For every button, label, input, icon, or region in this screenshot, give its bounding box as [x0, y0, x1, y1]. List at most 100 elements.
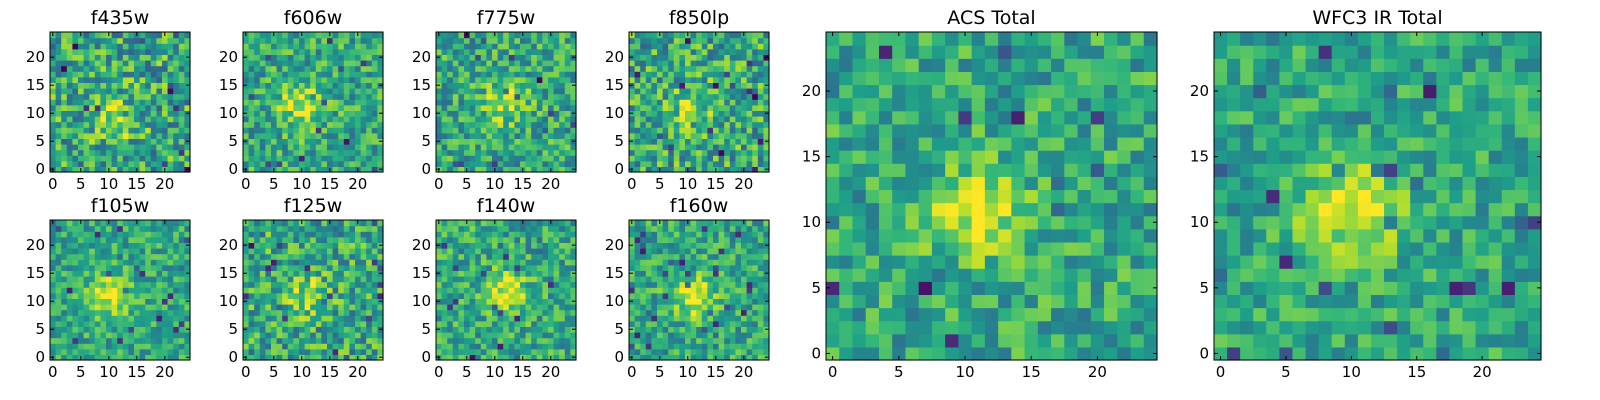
heatmap-cell — [248, 304, 255, 311]
heatmap-cell — [548, 43, 555, 50]
heatmap-cell — [436, 315, 443, 322]
heatmap-cell — [548, 270, 555, 277]
heatmap-cell — [304, 93, 311, 100]
heatmap-cell — [701, 315, 708, 322]
heatmap-cell — [111, 253, 118, 260]
heatmap-cell — [729, 54, 736, 61]
heatmap-cell — [548, 332, 555, 339]
heatmap-cell — [122, 93, 129, 100]
heatmap-cell — [763, 60, 770, 67]
heatmap-cell — [106, 76, 113, 83]
heatmap-cell — [724, 298, 731, 305]
heatmap-cell — [718, 99, 725, 106]
heatmap-cell — [299, 253, 306, 260]
heatmap-cell — [55, 326, 62, 333]
heatmap-cell — [310, 43, 317, 50]
heatmap-cell — [254, 259, 261, 266]
heatmap-cell — [178, 231, 185, 238]
heatmap-cell — [139, 259, 146, 266]
heatmap-cell — [55, 99, 62, 106]
heatmap-cell — [332, 144, 339, 151]
heatmap-cell — [634, 144, 641, 151]
heatmap-cell — [128, 304, 135, 311]
heatmap-cell — [128, 298, 135, 305]
heatmap-cell — [696, 320, 703, 327]
heatmap-cell — [94, 160, 101, 167]
heatmap-cell — [259, 48, 266, 55]
heatmap-cell — [752, 76, 759, 83]
heatmap-cell — [287, 116, 294, 123]
heatmap-cell — [685, 337, 692, 344]
heatmap-cell — [480, 248, 487, 255]
heatmap-cell — [469, 82, 476, 89]
heatmap-cell — [72, 320, 79, 327]
heatmap-cell — [679, 348, 686, 355]
heatmap-cell — [173, 326, 180, 333]
heatmap-cell — [184, 149, 191, 156]
heatmap-cell — [696, 104, 703, 111]
heatmap-cell — [701, 281, 708, 288]
heatmap-cell — [371, 287, 378, 294]
heatmap-cell — [156, 270, 163, 277]
heatmap-cell — [117, 71, 124, 78]
heatmap-cell — [332, 93, 339, 100]
heatmap-cell — [662, 309, 669, 316]
heatmap-cell — [360, 43, 367, 50]
heatmap-cell — [55, 236, 62, 243]
heatmap-cell — [377, 264, 384, 271]
heatmap-cell — [553, 248, 560, 255]
heatmap-cell — [701, 88, 708, 95]
heatmap-cell — [757, 348, 764, 355]
heatmap-cell — [293, 99, 300, 106]
heatmap-cell — [559, 104, 566, 111]
heatmap-cell — [55, 160, 62, 167]
heatmap-cell — [469, 43, 476, 50]
heatmap-cell — [746, 343, 753, 350]
heatmap-cell — [436, 281, 443, 288]
heatmap-cell — [178, 65, 185, 72]
heatmap-cell — [724, 304, 731, 311]
heatmap-cell — [128, 220, 135, 227]
heatmap-cell — [310, 144, 317, 151]
heatmap-cell — [276, 121, 283, 128]
heatmap-cell — [282, 32, 289, 39]
heatmap-cell — [276, 354, 283, 361]
heatmap-cell — [310, 332, 317, 339]
heatmap-cell — [441, 37, 448, 44]
heatmap-cell — [282, 65, 289, 72]
heatmap-cell — [508, 76, 515, 83]
heatmap-cell — [78, 93, 85, 100]
heatmap-cell — [128, 253, 135, 260]
heatmap-cell — [657, 65, 664, 72]
heatmap-cell — [564, 337, 571, 344]
heatmap-cell — [94, 242, 101, 249]
heatmap-cell — [508, 326, 515, 333]
heatmap-cell — [360, 76, 367, 83]
heatmap-cell — [475, 242, 482, 249]
heatmap-cell — [548, 292, 555, 299]
heatmap-cell — [668, 99, 675, 106]
heatmap-cell — [701, 132, 708, 139]
heatmap-cell — [553, 281, 560, 288]
panel-title: f160w — [670, 195, 729, 217]
heatmap-cell — [355, 110, 362, 117]
heatmap-cell — [100, 121, 107, 128]
heatmap-cell — [452, 315, 459, 322]
heatmap-cell — [259, 248, 266, 255]
plot-frame — [435, 219, 577, 361]
heatmap-cell — [525, 88, 532, 95]
heatmap-cell — [178, 236, 185, 243]
heatmap-cell — [469, 93, 476, 100]
heatmap-cell — [685, 132, 692, 139]
heatmap-cell — [276, 315, 283, 322]
heatmap-cell — [757, 315, 764, 322]
heatmap-cell — [447, 99, 454, 106]
heatmap-cell — [360, 88, 367, 95]
heatmap-cell — [106, 48, 113, 55]
heatmap-cell — [503, 54, 510, 61]
heatmap-cell — [629, 104, 636, 111]
heatmap-cell — [696, 43, 703, 50]
heatmap-cell — [497, 270, 504, 277]
heatmap-cell — [746, 48, 753, 55]
heatmap-cell — [271, 298, 278, 305]
